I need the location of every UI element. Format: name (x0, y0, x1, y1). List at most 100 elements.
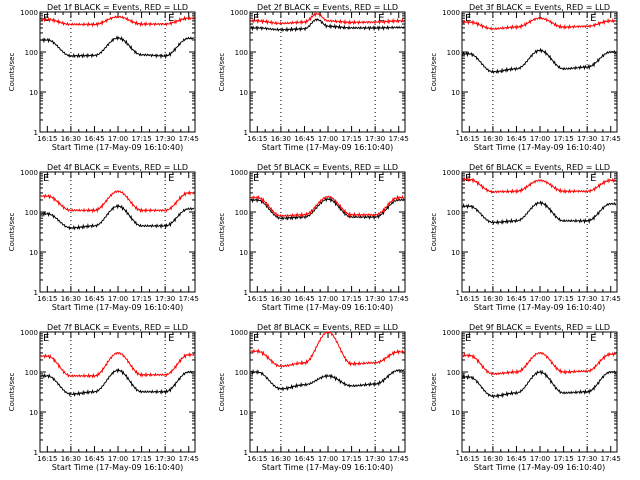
y-axis-label: Counts/sec (218, 213, 226, 252)
x-tick-label: 17:30 (577, 455, 597, 463)
chart-title: Det 7f BLACK = Events, RED = LLD (47, 323, 188, 332)
series-line-lld (250, 331, 405, 369)
x-tick-label: 16:45 (84, 455, 104, 463)
y-tick-label: 1000 (230, 9, 248, 17)
x-tick-label: 16:45 (506, 455, 526, 463)
x-tick-label: 16:45 (84, 135, 104, 143)
y-tick-label: 1000 (442, 169, 460, 177)
x-tick-label: 17:00 (530, 455, 550, 463)
x-tick-label: 17:30 (577, 295, 597, 303)
x-axis-label: Start Time (17-May-09 16:10:40) (474, 463, 605, 472)
detector-panel-1: E E 1 10 100 1000 16:15 16:30 16:45 17:00 17:15 17:… (8, 3, 199, 152)
series-line-events (40, 35, 195, 60)
x-tick-label: 17:00 (108, 455, 128, 463)
event-marker-label: E (378, 173, 384, 184)
y-tick-label: 1000 (230, 329, 248, 337)
x-tick-label: 16:30 (271, 455, 291, 463)
x-tick-label: 16:30 (483, 455, 503, 463)
x-tick-label: 17:15 (341, 295, 361, 303)
x-tick-label: 16:15 (459, 295, 479, 303)
chart-title: Det 1f BLACK = Events, RED = LLD (47, 3, 188, 12)
x-tick-label: 17:00 (108, 295, 128, 303)
x-tick-label: 16:15 (37, 455, 57, 463)
y-tick-label: 1000 (230, 169, 248, 177)
y-tick-label: 100 (25, 369, 38, 377)
series-line-lld (462, 176, 617, 195)
chart-title: Det 2f BLACK = Events, RED = LLD (257, 3, 398, 12)
plot-frame (39, 171, 196, 293)
chart-title: Det 8f BLACK = Events, RED = LLD (257, 323, 398, 332)
x-tick-label: 16:30 (483, 135, 503, 143)
x-axis-label: Start Time (17-May-09 16:10:40) (52, 303, 183, 312)
x-tick-label: 17:15 (341, 135, 361, 143)
y-tick-label: 1 (456, 449, 460, 457)
x-tick-label: 16:15 (459, 455, 479, 463)
y-tick-label: 10 (451, 89, 460, 97)
x-tick-label: 17:00 (318, 135, 338, 143)
chart-title: Det 9f BLACK = Events, RED = LLD (469, 323, 610, 332)
x-tick-label: 16:30 (61, 455, 81, 463)
detector-panel-3: E E 1 10 100 1000 16:15 16:30 16:45 17:00 17:15 17:… (430, 3, 621, 152)
x-tick-label: 17:15 (131, 135, 151, 143)
x-tick-label: 16:15 (247, 455, 267, 463)
detector-panel-5: E E 1 10 100 1000 16:15 16:30 16:45 17:00 17:15 17:… (218, 163, 409, 312)
x-tick-label: 16:45 (506, 135, 526, 143)
series-line-lld (462, 16, 617, 31)
chart-title: Det 3f BLACK = Events, RED = LLD (469, 3, 610, 12)
x-tick-label: 17:30 (365, 135, 385, 143)
x-axis-label: Start Time (17-May-09 16:10:40) (474, 143, 605, 152)
x-tick-label: 16:30 (483, 295, 503, 303)
x-tick-label: 17:45 (389, 295, 409, 303)
x-axis-label: Start Time (17-May-09 16:10:40) (52, 463, 183, 472)
event-marker-label: E (43, 13, 49, 24)
event-marker-label: E (378, 333, 384, 344)
x-tick-label: 17:00 (530, 295, 550, 303)
y-tick-label: 1000 (442, 329, 460, 337)
series-line-events (40, 203, 195, 231)
x-tick-label: 17:30 (365, 295, 385, 303)
series-line-events (462, 47, 617, 75)
series-line-events (462, 200, 617, 226)
detector-panel-9: E E 1 10 100 1000 16:15 16:30 16:45 17:00 17:15 17:… (430, 323, 621, 472)
plot-frame (249, 11, 406, 133)
plot-frame (461, 11, 618, 133)
x-tick-label: 16:30 (61, 135, 81, 143)
x-tick-label: 17:15 (131, 455, 151, 463)
x-tick-label: 17:15 (341, 455, 361, 463)
y-tick-label: 1 (34, 449, 38, 457)
x-axis-label: Start Time (17-May-09 16:10:40) (474, 303, 605, 312)
chart-title: Det 5f BLACK = Events, RED = LLD (257, 163, 398, 172)
event-marker-label: E (378, 13, 384, 24)
y-tick-label: 10 (29, 249, 38, 257)
plot-frame (249, 331, 406, 453)
event-marker-label: E (590, 333, 596, 344)
x-tick-label: 16:15 (459, 135, 479, 143)
y-axis-label: Counts/sec (8, 53, 16, 92)
series-line-lld (250, 194, 405, 218)
x-tick-label: 17:45 (179, 135, 199, 143)
x-tick-label: 16:45 (294, 455, 314, 463)
detector-panel-7: E E 1 10 100 1000 16:15 16:30 16:45 17:00 17:15 17:… (8, 323, 199, 472)
y-axis-label: Counts/sec (8, 373, 16, 412)
event-marker-label: E (43, 173, 49, 184)
y-tick-label: 1 (456, 289, 460, 297)
x-axis-label: Start Time (17-May-09 16:10:40) (52, 143, 183, 152)
x-tick-label: 17:30 (155, 295, 175, 303)
y-axis-label: Counts/sec (8, 213, 16, 252)
y-tick-label: 10 (29, 89, 38, 97)
x-tick-label: 17:30 (155, 135, 175, 143)
y-tick-label: 100 (235, 49, 248, 57)
event-marker-label: E (168, 13, 174, 24)
x-tick-label: 17:00 (318, 455, 338, 463)
x-axis-label: Start Time (17-May-09 16:10:40) (262, 463, 393, 472)
x-tick-label: 17:15 (131, 295, 151, 303)
event-marker-label: E (253, 173, 259, 184)
y-tick-label: 1 (34, 289, 38, 297)
y-tick-label: 1 (244, 289, 248, 297)
series-line-events (40, 367, 195, 398)
plot-frame (461, 331, 618, 453)
x-tick-label: 17:30 (155, 455, 175, 463)
series-line-lld (250, 11, 405, 26)
y-tick-label: 100 (25, 209, 38, 217)
